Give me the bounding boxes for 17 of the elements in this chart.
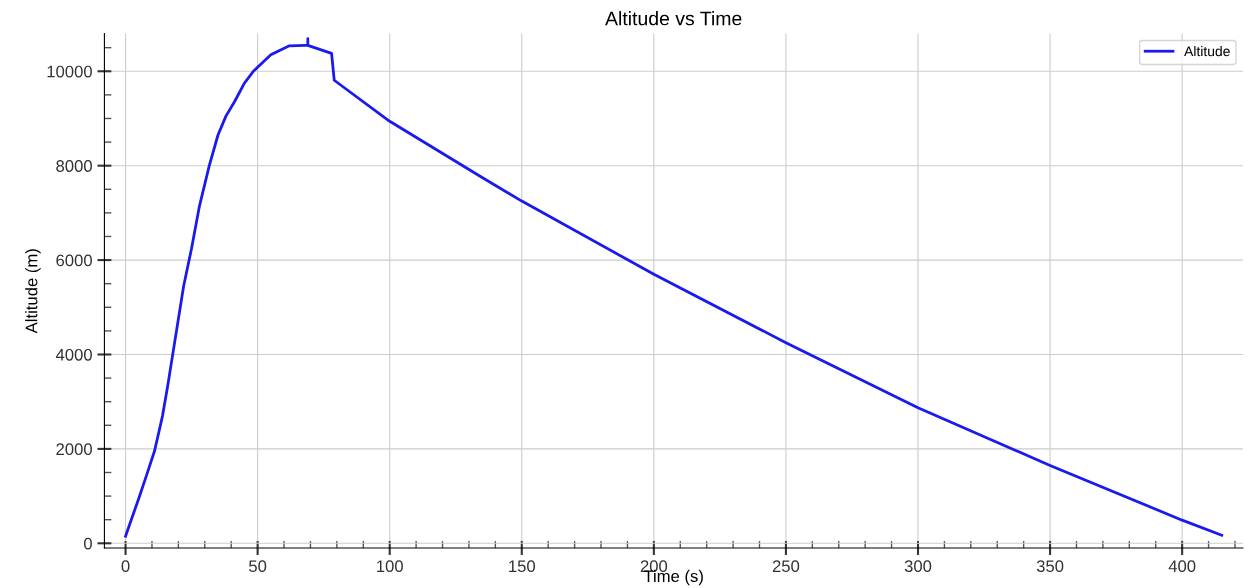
y-axis-title: Altitude (m) <box>25 249 41 334</box>
y-tick-label: 0 <box>83 537 92 550</box>
x-tick-label: 250 <box>772 560 800 573</box>
y-tick-label: 4000 <box>55 348 92 361</box>
legend-label: Altitude <box>1184 46 1230 57</box>
y-tick-label: 10000 <box>47 65 92 78</box>
x-tick-label: 100 <box>377 560 403 573</box>
x-tick-label: 400 <box>1168 560 1196 573</box>
y-tick-label: 8000 <box>56 160 92 172</box>
x-tick-label: 150 <box>509 560 536 573</box>
x-tick-label: 350 <box>1036 560 1064 573</box>
x-tick-label: 300 <box>904 560 932 573</box>
x-tick-label: 0 <box>121 560 130 573</box>
chart-title: Altitude vs Time <box>605 11 742 26</box>
x-tick-label: 50 <box>249 560 267 573</box>
y-tick-label: 6000 <box>56 254 92 267</box>
y-tick-label: 2000 <box>56 443 92 456</box>
